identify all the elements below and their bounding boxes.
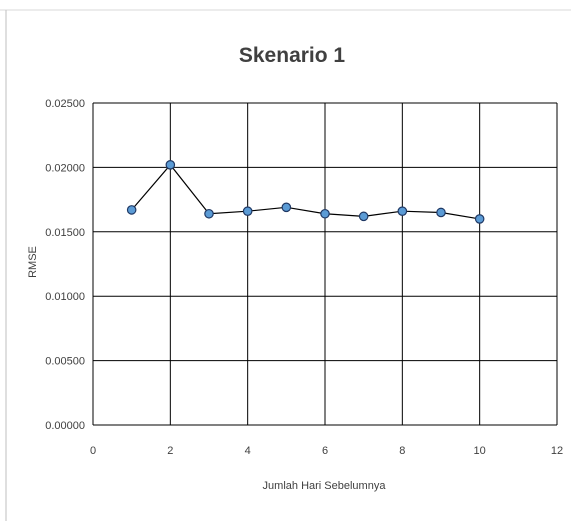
x-tick-labels: 0 2 4 6 8 10 12	[90, 445, 563, 457]
series-lines	[131, 163, 480, 220]
x-tick-label: 2	[167, 445, 173, 457]
x-tick-label: 10	[474, 445, 486, 457]
chart-title: Skenario 1	[239, 44, 346, 67]
y-tick-labels: 0.00000 0.00500 0.01000 0.01500 0.02000 0.025…	[45, 98, 85, 432]
x-tick-label: 6	[322, 445, 328, 457]
grid	[92, 102, 558, 426]
y-axis-label: RMSE	[27, 246, 39, 278]
x-tick-label: 12	[551, 445, 563, 457]
y-tick-label: 0.01000	[45, 291, 85, 303]
x-tick-label: 8	[399, 445, 405, 457]
y-tick-label: 0.02500	[45, 98, 85, 110]
data-point	[126, 205, 137, 215]
y-tick-label: 0.00000	[45, 420, 85, 432]
y-tick-label: 0.02000	[45, 162, 85, 174]
data-point	[320, 208, 330, 219]
data-point	[204, 208, 214, 219]
data-points	[126, 160, 485, 224]
x-tick-label: 4	[245, 445, 251, 457]
data-point	[397, 206, 408, 216]
data-point	[474, 214, 485, 224]
x-axis-label: Jumlah Hari Sebelumnya	[263, 480, 387, 492]
series-line	[131, 163, 480, 220]
data-point	[242, 206, 253, 216]
data-point	[281, 202, 292, 213]
x-tick-label: 0	[90, 445, 96, 457]
y-tick-label: 0.01500	[45, 227, 85, 239]
data-point	[165, 160, 176, 170]
data-point	[358, 211, 369, 222]
y-tick-label: 0.00500	[45, 356, 85, 368]
data-point	[436, 207, 446, 218]
